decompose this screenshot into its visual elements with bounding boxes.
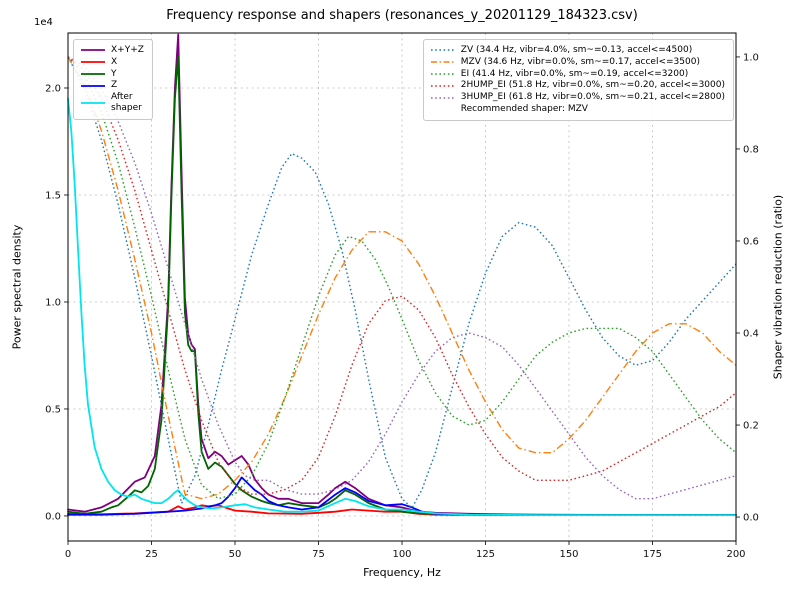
legend-item-x: X xyxy=(80,57,144,68)
legend-swatch-2hump-ei xyxy=(430,85,455,87)
legend-item-zv: ZV (34.4 Hz, vibr=4.0%, sm~=0.13, accel<… xyxy=(430,45,725,56)
y-axis-label-left: Power spectral density xyxy=(10,224,24,350)
legend-swatch-ei xyxy=(430,73,455,75)
legend-label: After shaper xyxy=(111,92,142,113)
y-left-tick-label: 2.0 xyxy=(45,83,61,94)
y-right-tick-label: 1.0 xyxy=(743,52,759,63)
curve-mzv xyxy=(67,56,737,500)
legend-item-ei: EI (41.4 Hz, vibr=0.0%, sm~=0.19, accel<… xyxy=(430,69,725,80)
x-tick-label: 175 xyxy=(643,549,662,560)
curve-after xyxy=(67,97,737,516)
legend-item-2hump-ei: 2HUMP_EI (51.8 Hz, vibr=0.0%, sm~=0.20, … xyxy=(430,80,725,91)
legend-shapers: ZV (34.4 Hz, vibr=4.0%, sm~=0.13, accel<… xyxy=(422,39,734,121)
y-left-tick-label: 1.5 xyxy=(45,190,61,201)
curve-zv xyxy=(67,56,737,509)
legend-swatch-after xyxy=(81,102,105,104)
y-right-tick-label: 0.0 xyxy=(743,513,759,524)
chart-title: Frequency response and shapers (resonanc… xyxy=(166,8,638,23)
x-tick-label: 75 xyxy=(312,549,325,560)
y-left-tick-label: 0.0 xyxy=(45,511,61,522)
legend-item-mzv: MZV (34.6 Hz, vibr=0.0%, sm~=0.17, accel… xyxy=(430,57,725,68)
x-tick-label: 200 xyxy=(726,549,745,560)
y-axis-label-right: Shaper vibration reduction (ratio) xyxy=(771,194,785,380)
legend-swatch-mzv xyxy=(430,61,455,63)
legend-swatch-3hump-ei xyxy=(430,96,455,99)
legend-swatch-x xyxy=(81,61,105,64)
legend-swatch-sum xyxy=(81,49,105,52)
x-tick-label: 50 xyxy=(229,549,242,560)
legend-item-sum: X+Y+Z xyxy=(80,45,144,56)
y-left-tick-label: 1.0 xyxy=(45,297,61,308)
legend-swatch-zv xyxy=(430,49,455,52)
legend-note-text: Recommended shaper: MZV xyxy=(460,103,588,114)
curve-ei xyxy=(67,56,737,500)
x-axis-label: Frequency, Hz xyxy=(363,566,441,579)
legend-recommended-note: Recommended shaper: MZV xyxy=(430,104,725,115)
y-left-tick-label: 0.5 xyxy=(45,404,61,415)
legend-label: X xyxy=(111,56,118,67)
legend-label: X+Y+Z xyxy=(111,45,144,55)
y-right-tick-label: 0.4 xyxy=(743,329,759,340)
y-right-tick-label: 0.2 xyxy=(743,421,759,432)
x-tick-label: 150 xyxy=(559,549,578,560)
legend-psd: X+Y+Z X Y Z After shaper xyxy=(73,39,153,120)
legend-swatch-z xyxy=(81,84,105,87)
x-tick-label: 0 xyxy=(65,549,71,560)
legend-label: Y xyxy=(111,68,117,79)
legend-item-y: Y xyxy=(80,69,144,80)
legend-label: MZV (34.6 Hz, vibr=0.0%, sm~=0.17, accel… xyxy=(460,56,700,67)
legend-label: 3HUMP_EI (61.8 Hz, vibr=0.0%, sm~=0.21, … xyxy=(460,92,725,103)
x-tick-label: 25 xyxy=(145,549,158,560)
legend-note-spacer xyxy=(430,109,456,110)
y-right-tick-label: 0.8 xyxy=(743,144,759,155)
y-right-tick-label: 0.6 xyxy=(743,236,759,247)
legend-swatch-y xyxy=(81,73,105,75)
legend-item-z: Z xyxy=(80,80,144,91)
y-axis-offset-text: 1e4 xyxy=(34,17,53,28)
legend-item-after: After shaper xyxy=(80,92,144,114)
legend-label: Z xyxy=(111,80,118,91)
x-tick-label: 125 xyxy=(476,549,495,560)
x-tick-label: 100 xyxy=(392,549,411,560)
legend-item-3hump-ei: 3HUMP_EI (61.8 Hz, vibr=0.0%, sm~=0.21, … xyxy=(430,92,725,103)
legend-label: ZV (34.4 Hz, vibr=4.0%, sm~=0.13, accel<… xyxy=(460,45,693,55)
curve-y xyxy=(67,55,737,516)
legend-label: EI (41.4 Hz, vibr=0.0%, sm~=0.19, accel<… xyxy=(460,68,689,79)
legend-label: 2HUMP_EI (51.8 Hz, vibr=0.0%, sm~=0.20, … xyxy=(460,80,725,91)
